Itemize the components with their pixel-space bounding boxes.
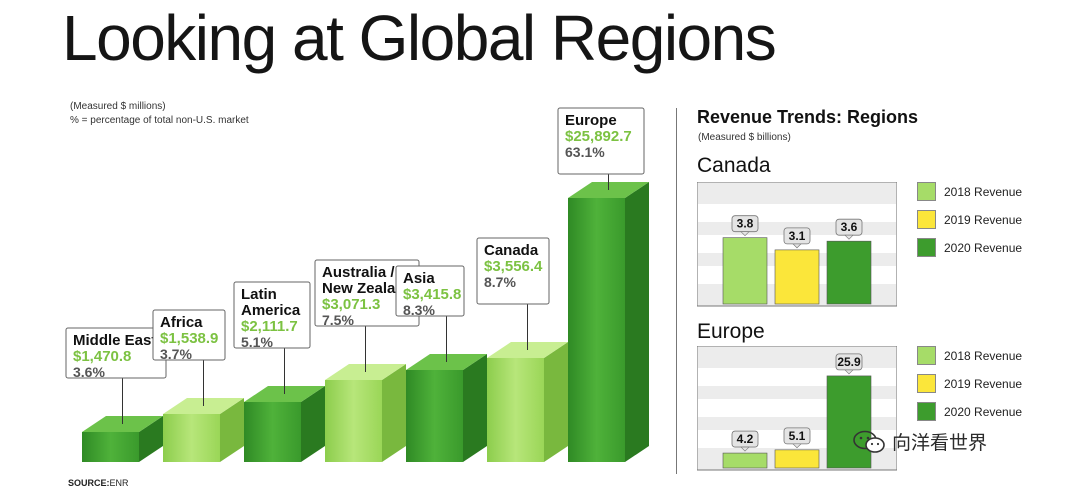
value-tag-pointer	[844, 234, 854, 240]
bar-side	[382, 364, 406, 462]
percent-label: 3.6%	[73, 364, 105, 380]
legend-item: 2018 Revenue	[917, 346, 1022, 365]
legend-label: 2018 Revenue	[944, 348, 1023, 363]
bar-side	[301, 386, 325, 462]
bar	[568, 198, 625, 462]
percent-label: 8.7%	[484, 274, 516, 290]
canada-panel-title: Canada	[697, 154, 771, 177]
trend-bar	[826, 240, 872, 305]
region-label: Canada	[484, 242, 539, 259]
source-note: SOURCE:ENR	[68, 478, 129, 488]
bar-side	[139, 416, 163, 462]
percent-label: 7.5%	[322, 312, 354, 328]
regions-bar-chart: Middle East$1,470.83.6% Africa$1,538.93.7…	[65, 107, 649, 462]
units-note: (Measured $ millions)	[70, 101, 166, 112]
legend-label: 2018 Revenue	[944, 184, 1023, 199]
region-label: Latin	[241, 286, 277, 303]
value-label: $2,111.7	[241, 318, 298, 335]
label-box	[395, 265, 465, 317]
trend-value-label: 5.1	[789, 429, 806, 443]
europe-trend-chart: 4.2 5.1 25.9	[697, 346, 897, 471]
trend-value-label: 3.6	[841, 220, 858, 234]
region-label: Middle East	[73, 332, 156, 349]
canada-trend-chart: 3.8 3.1 3.6	[697, 182, 897, 307]
legend-item: 2018 Revenue	[917, 182, 1022, 201]
watermark: 向洋看世界	[852, 428, 987, 455]
trend-value-label: 3.8	[737, 217, 754, 231]
legend-swatch	[917, 182, 936, 201]
value-label: $1,538.9	[160, 330, 218, 347]
bar	[163, 414, 220, 462]
europe-legend: 2018 Revenue 2019 Revenue 2020 Revenue	[917, 346, 1057, 426]
bar-side	[463, 354, 487, 462]
bar-side	[625, 182, 649, 462]
canada-legend: 2018 Revenue 2019 Revenue 2020 Revenue	[917, 182, 1057, 262]
region-label: Australia /	[322, 264, 395, 281]
value-tag-pointer	[792, 443, 802, 449]
label-box	[557, 107, 645, 175]
watermark-text: 向洋看世界	[892, 433, 988, 454]
trend-value-label: 25.9	[837, 355, 861, 369]
region-label: New Zealand	[322, 280, 414, 297]
legend-swatch	[917, 238, 936, 257]
legend-label: 2020 Revenue	[944, 240, 1023, 255]
value-tag-pointer	[844, 369, 854, 375]
percent-label: 3.7%	[160, 346, 192, 362]
legend-item: 2019 Revenue	[917, 374, 1022, 393]
region-label: Asia	[403, 270, 435, 287]
percent-label: 63.1%	[565, 144, 605, 160]
legend-item: 2020 Revenue	[917, 238, 1022, 257]
trend-bar	[774, 249, 820, 305]
bar-side	[220, 398, 244, 462]
bar	[82, 432, 139, 462]
label-box	[152, 309, 226, 361]
label-box	[476, 237, 550, 305]
trend-bar	[774, 449, 820, 469]
grid-band	[698, 204, 896, 222]
trends-subtitle: (Measured $ billions)	[698, 132, 791, 143]
region-label: America	[241, 302, 301, 319]
legend-label: 2019 Revenue	[944, 376, 1023, 391]
value-label: $3,415.8	[403, 286, 461, 303]
legend-swatch	[917, 374, 936, 393]
wechat-icon	[853, 430, 885, 453]
percent-label: 5.1%	[241, 334, 273, 350]
bar	[406, 370, 463, 462]
value-tag-pointer	[740, 231, 750, 237]
trend-value-label: 3.1	[789, 229, 806, 243]
legend-swatch	[917, 210, 936, 229]
value-label: $25,892.7	[565, 128, 632, 145]
value-label: $1,470.8	[73, 348, 131, 365]
trends-title: Revenue Trends: Regions	[697, 107, 919, 127]
bar	[325, 380, 382, 462]
legend-item: 2019 Revenue	[917, 210, 1022, 229]
legend-label: 2019 Revenue	[944, 212, 1023, 227]
bar-side	[544, 342, 568, 462]
value-tag-pointer	[740, 446, 750, 452]
value-tag-pointer	[792, 243, 802, 249]
region-label: Europe	[565, 112, 617, 129]
region-label: Africa	[160, 314, 203, 331]
bar	[487, 358, 544, 462]
legend-item: 2020 Revenue	[917, 402, 1022, 421]
percent-note: % = percentage of total non-U.S. market	[70, 115, 249, 126]
legend-swatch	[917, 402, 936, 421]
trend-value-label: 4.2	[737, 432, 754, 446]
percent-label: 8.3%	[403, 302, 435, 318]
trend-bar	[722, 452, 768, 469]
legend-label: 2020 Revenue	[944, 404, 1023, 419]
value-label: $3,071.3	[322, 296, 380, 313]
europe-panel-title: Europe	[697, 320, 765, 343]
value-label: $3,556.4	[484, 258, 543, 275]
page-title: Looking at Global Regions	[62, 2, 777, 74]
legend-swatch	[917, 346, 936, 365]
trend-bar	[722, 237, 768, 305]
divider	[676, 108, 677, 474]
trend-bar	[826, 375, 872, 469]
label-box	[233, 281, 311, 349]
bar	[244, 402, 301, 462]
